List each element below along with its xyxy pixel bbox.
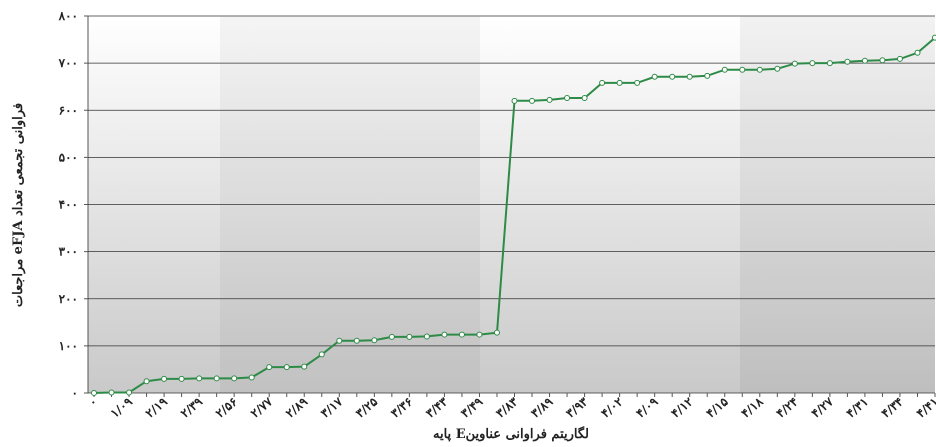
data-point	[302, 364, 307, 369]
x-tick-label: ۲/۳۹	[178, 394, 206, 420]
data-point	[354, 338, 359, 343]
x-tick-label: ۳/۹۳	[563, 394, 591, 420]
x-tick-label: ۲/۵۶	[213, 395, 240, 421]
data-point	[442, 332, 447, 337]
data-point	[530, 98, 535, 103]
data-point	[740, 67, 745, 72]
y-tick-label: ۵۰۰	[59, 150, 78, 164]
data-point	[897, 56, 902, 61]
data-point	[635, 80, 640, 85]
data-point	[845, 59, 850, 64]
y-tick-label: ۶۰۰	[59, 103, 78, 117]
x-tick-label: ۳/۸۳	[493, 394, 521, 420]
y-tick-label: ۳۰۰	[59, 245, 78, 259]
data-point	[827, 61, 832, 66]
x-tick-label: ۲/۸۹	[283, 394, 311, 420]
x-tick-label: ۴/۱۲	[668, 394, 696, 420]
y-tick-label: ۴۰۰	[59, 198, 78, 212]
x-tick-label: ۳/۸۹	[528, 394, 556, 420]
y-tick-label: ۲۰۰	[59, 292, 78, 306]
y-tick-label: ۷۰۰	[58, 56, 78, 70]
data-point	[477, 332, 482, 337]
data-point	[197, 376, 202, 381]
x-tick-label: ۳/۱۷	[318, 394, 346, 420]
y-tick-label: ۰	[72, 386, 78, 400]
x-tick-label: ۲/۷۷	[248, 394, 276, 420]
y-tick-label: ۸۰۰	[58, 9, 78, 23]
data-point	[565, 95, 570, 100]
x-tick-label: ۴/۰۲	[598, 394, 626, 420]
data-point	[512, 98, 517, 103]
data-point	[547, 97, 552, 102]
data-point	[617, 80, 622, 85]
data-point	[775, 66, 780, 71]
y-tick-label: ۱۰۰	[59, 339, 78, 353]
data-point	[757, 67, 762, 72]
data-point	[319, 352, 324, 357]
data-point	[389, 334, 394, 339]
data-point	[722, 67, 727, 72]
data-point	[582, 95, 587, 100]
data-point	[880, 58, 885, 63]
data-point	[424, 334, 429, 339]
chart: فراوانی تجمعی تعداد eFJA مراجعات لگاریتم…	[0, 0, 936, 447]
x-tick-label: ۳/۳۶	[388, 395, 415, 421]
x-tick-label: ۴/۰۹	[633, 394, 661, 420]
x-tick-label: ۴/۲۴	[774, 395, 801, 421]
data-point	[705, 73, 710, 78]
data-point	[232, 376, 237, 381]
x-tick-label: ۲/۱۹	[143, 394, 171, 420]
data-point	[862, 58, 867, 63]
data-point	[459, 332, 464, 337]
x-tick-label: ۴/۳۴	[879, 395, 906, 421]
data-point	[407, 334, 412, 339]
x-tick-label: ۳/۲۵	[353, 394, 381, 420]
data-point	[494, 330, 499, 335]
data-point	[670, 74, 675, 79]
data-point	[267, 365, 272, 370]
x-tick-label: ۴/۱۵	[704, 394, 732, 420]
data-point	[92, 391, 97, 396]
data-point	[214, 376, 219, 381]
data-point	[284, 365, 289, 370]
data-point	[915, 50, 920, 55]
x-tick-label: ۳/۴۳	[423, 394, 451, 420]
data-point	[652, 74, 657, 79]
x-tick-label: ۰	[86, 395, 100, 410]
x-tick-label: ۴/۱۸	[739, 394, 767, 420]
data-point	[249, 375, 254, 380]
data-point	[933, 35, 936, 40]
data-point	[109, 390, 114, 395]
x-tick-label: ۳/۴۹	[458, 394, 486, 420]
x-tick-label: ۱/۰۹	[108, 394, 136, 420]
data-point	[179, 376, 184, 381]
y-axis-title: فراوانی تجمعی تعداد eFJA مراجعات	[11, 103, 26, 307]
data-point	[162, 376, 167, 381]
x-tick-label: ۴/۴۱	[914, 395, 936, 421]
data-point	[810, 61, 815, 66]
data-point	[144, 379, 149, 384]
x-axis-title: لگاریتم فراوانی عناوینE پایه	[433, 425, 589, 442]
data-point	[600, 80, 605, 85]
data-point	[372, 338, 377, 343]
x-tick-label: ۴/۳۱	[844, 395, 871, 421]
data-point	[337, 338, 342, 343]
data-point	[792, 61, 797, 66]
x-tick-label: ۴/۲۷	[809, 394, 837, 420]
data-point	[127, 390, 132, 395]
data-point	[687, 74, 692, 79]
